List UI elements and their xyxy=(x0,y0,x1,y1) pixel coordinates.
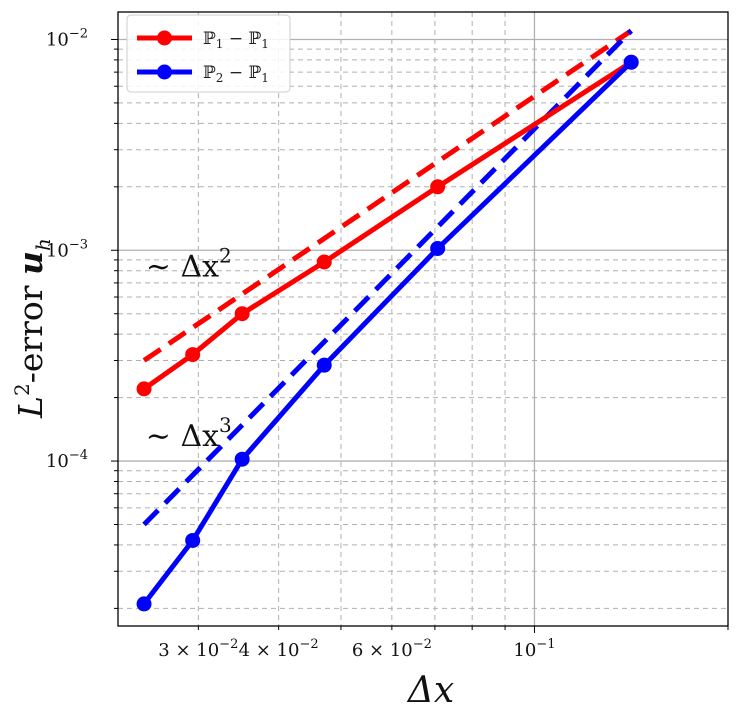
data-point xyxy=(430,179,446,195)
x-tick-label: 4 × 10−2 xyxy=(239,637,319,661)
data-point xyxy=(234,306,250,322)
slope-annotation: ∼ Δx2 xyxy=(146,244,232,285)
y-tick-label: 10−4 xyxy=(46,448,88,472)
reference-slope-line xyxy=(142,28,633,363)
y-axis-label: L2-error uh xyxy=(10,238,55,419)
x-tick-label: 3 × 10−2 xyxy=(158,637,238,661)
legend-label: ℙ2 − ℙ1 xyxy=(203,63,269,85)
data-point xyxy=(136,596,152,612)
legend-label: ℙ1 − ℙ1 xyxy=(203,29,269,51)
plot-frame xyxy=(117,11,729,627)
series-line xyxy=(142,60,633,606)
y-tick-label: 10−2 xyxy=(46,26,88,50)
data-point xyxy=(316,357,332,373)
x-tick-label: 10−1 xyxy=(513,637,555,661)
data-point xyxy=(234,451,250,467)
data-point xyxy=(136,381,152,397)
data-point xyxy=(185,347,201,363)
data-point xyxy=(185,532,201,548)
data-point xyxy=(623,54,639,70)
y-tick-label: 10−3 xyxy=(46,237,88,261)
annotations: ∼ Δx2 ∼ Δx3 xyxy=(146,244,232,454)
x-tick-label: 6 × 10−2 xyxy=(352,637,432,661)
data-point xyxy=(430,240,446,256)
legend-marker xyxy=(157,64,172,80)
data-point xyxy=(316,254,332,270)
data-series xyxy=(136,54,639,612)
tick-labels: 3 × 10−2 4 × 10−2 6 × 10−2 10−1 10−4 10−3 10−2 xyxy=(46,26,729,661)
slope-annotation: ∼ Δx3 xyxy=(146,413,232,454)
legend-marker xyxy=(157,30,172,46)
svg-text:L2-error uh: L2-error uh xyxy=(10,238,55,419)
x-axis-label: Δx xyxy=(406,670,454,711)
series-line xyxy=(142,60,633,391)
legend: ℙ1 − ℙ1 ℙ2 − ℙ1 xyxy=(126,14,291,93)
